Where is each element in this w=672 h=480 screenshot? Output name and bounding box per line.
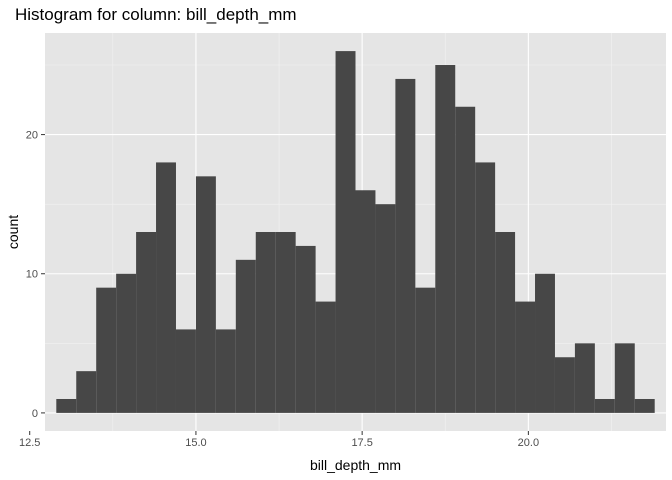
histogram-bar: [574, 343, 595, 413]
x-tick-label: 15.0: [185, 437, 206, 449]
histogram-bar: [275, 232, 296, 413]
histogram-bar: [475, 162, 496, 413]
y-axis: 0 10 20: [26, 130, 45, 420]
histogram-bar: [215, 329, 236, 413]
histogram-bar: [136, 232, 157, 413]
histogram-bar: [535, 273, 555, 413]
histogram-bar: [554, 357, 575, 413]
histogram-bars: [56, 51, 655, 413]
histogram-bar: [515, 301, 536, 413]
histogram-bar: [156, 162, 176, 413]
histogram-bar: [415, 287, 436, 413]
histogram-bar: [175, 329, 196, 413]
x-tick-label: 20.0: [518, 437, 539, 449]
y-tick-label: 20: [26, 130, 38, 142]
histogram-bar: [235, 259, 256, 413]
histogram-bar: [335, 51, 356, 413]
histogram-bar: [455, 106, 476, 413]
x-tick-label: 12.5: [19, 437, 40, 449]
histogram-bar: [56, 398, 77, 413]
histogram-bar: [96, 287, 117, 413]
y-tick-label: 10: [26, 269, 38, 281]
x-axis-title: bill_depth_mm: [310, 457, 401, 473]
histogram-bar: [255, 232, 276, 413]
x-tick-label: 17.5: [351, 437, 372, 449]
histogram-bar: [634, 398, 655, 413]
histogram-bar: [116, 273, 137, 413]
chart-title: Histogram for column: bill_depth_mm: [15, 5, 297, 24]
histogram-bar: [195, 176, 216, 413]
histogram-bar: [395, 78, 416, 413]
histogram-bar: [355, 190, 376, 413]
y-axis-title: count: [5, 215, 21, 249]
histogram-bar: [295, 245, 316, 413]
histogram-bar: [435, 65, 456, 413]
histogram-bar: [375, 204, 396, 413]
histogram-bar: [594, 398, 615, 413]
y-tick-label: 0: [32, 408, 38, 420]
histogram-bar: [76, 371, 97, 413]
histogram-bar: [614, 343, 635, 413]
histogram-bar: [315, 301, 336, 413]
x-axis: 12.5 15.0 17.5 20.0: [19, 431, 539, 449]
histogram-bar: [495, 232, 516, 413]
